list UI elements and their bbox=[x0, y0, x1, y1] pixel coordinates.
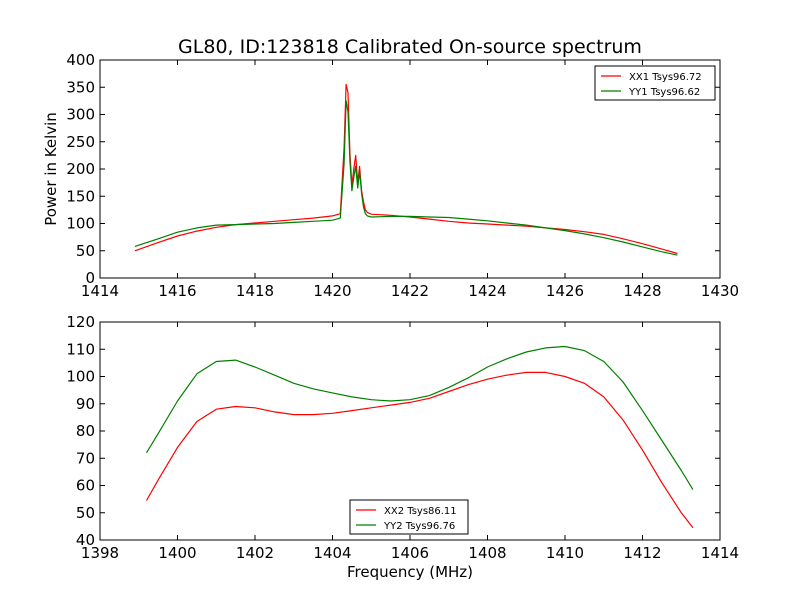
x-tick-label: 1410 bbox=[546, 544, 584, 562]
y-tick-label: 300 bbox=[66, 106, 95, 124]
x-tick-label: 1404 bbox=[313, 544, 351, 562]
x-tick-label: 1418 bbox=[236, 282, 274, 300]
x-tick-label: 1422 bbox=[391, 282, 429, 300]
legend-label: XX1 Tsys96.72 bbox=[629, 72, 702, 83]
x-tick-label: 1412 bbox=[623, 544, 661, 562]
y-tick-label: 110 bbox=[66, 340, 95, 358]
x-tick-label: 1430 bbox=[701, 282, 739, 300]
x-tick-label: 1416 bbox=[158, 282, 196, 300]
x-tick-label: 1428 bbox=[623, 282, 661, 300]
x-tick-label: 1408 bbox=[468, 544, 506, 562]
legend-label: YY1 Tsys96.62 bbox=[628, 87, 700, 98]
series-line-1-0 bbox=[145, 371, 694, 529]
figure-title: GL80, ID:123818 Calibrated On-source spe… bbox=[178, 36, 642, 58]
y-tick-label: 100 bbox=[66, 215, 95, 233]
x-tick-label: 1402 bbox=[236, 544, 274, 562]
y-tick-label: 0 bbox=[85, 269, 95, 287]
series-line-0-0 bbox=[134, 83, 678, 255]
y-tick-label: 200 bbox=[66, 160, 95, 178]
x-axis-label: Frequency (MHz) bbox=[347, 563, 473, 581]
x-tick-label: 1426 bbox=[546, 282, 584, 300]
x-tick-label: 1420 bbox=[313, 282, 351, 300]
y-tick-label: 120 bbox=[66, 313, 95, 331]
x-tick-label: 1414 bbox=[701, 544, 739, 562]
series-line-0-1 bbox=[134, 100, 678, 256]
bottom-spectrum-panel: 1398 1400 1402 1404 1406 1408 1410 1412 1414 40 50… bbox=[66, 313, 739, 581]
y-tick-label: 100 bbox=[66, 368, 95, 386]
y-tick-label: 250 bbox=[66, 133, 95, 151]
legend-label: YY2 Tsys96.76 bbox=[383, 521, 455, 532]
legend-box bbox=[349, 499, 469, 535]
x-tick-label: 1414 bbox=[81, 282, 119, 300]
y-tick-label: 70 bbox=[76, 449, 95, 467]
y-tick-label: 50 bbox=[76, 242, 95, 260]
top-spectrum-panel: 1414 1416 1418 1420 1422 1424 1426 1428 1430 0 50 1… bbox=[42, 51, 739, 300]
x-tick-label: 1398 bbox=[81, 544, 119, 562]
y-tick-label: 40 bbox=[76, 531, 95, 549]
legend-label: XX2 Tsys86.11 bbox=[384, 506, 457, 517]
x-tick-label: 1406 bbox=[391, 544, 429, 562]
x-tick-label: 1400 bbox=[158, 544, 196, 562]
y-tick-label: 400 bbox=[66, 51, 95, 69]
series-line-1-1 bbox=[145, 345, 694, 490]
legend: XX2 Tsys86.11 YY2 Tsys96.76 bbox=[349, 499, 469, 535]
legend: XX1 Tsys96.72 YY1 Tsys96.62 bbox=[594, 65, 716, 101]
y-tick-label: 80 bbox=[76, 422, 95, 440]
y-tick-label: 350 bbox=[66, 78, 95, 96]
y-tick-label: 90 bbox=[76, 395, 95, 413]
y-tick-label: 50 bbox=[76, 504, 95, 522]
x-tick-label: 1424 bbox=[468, 282, 506, 300]
y-axis-label: Power in Kelvin bbox=[42, 112, 60, 226]
y-tick-label: 150 bbox=[66, 187, 95, 205]
legend-box bbox=[594, 65, 716, 101]
y-tick-label: 60 bbox=[76, 477, 95, 495]
